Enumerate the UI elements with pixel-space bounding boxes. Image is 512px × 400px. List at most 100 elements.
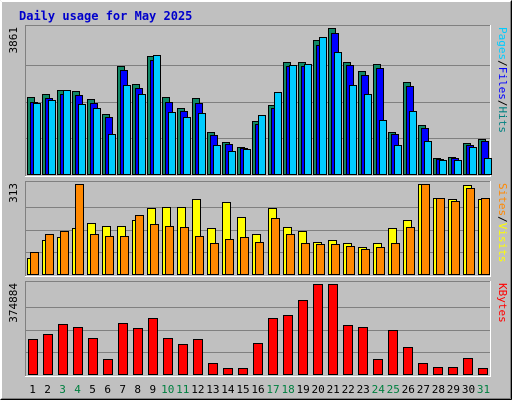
bar-sites-day-2 xyxy=(45,234,54,275)
x-tick-label-day-4: 4 xyxy=(74,383,81,396)
bar-pages-day-21 xyxy=(334,52,342,175)
bar-sites-day-28 xyxy=(436,198,445,275)
x-tick-label-day-27: 27 xyxy=(417,383,430,396)
x-tick-label-day-12: 12 xyxy=(191,383,204,396)
bar-pages-day-1 xyxy=(33,103,41,175)
bar-sites-day-19 xyxy=(301,243,310,275)
bar-pages-day-19 xyxy=(304,64,312,175)
bar-pages-day-8 xyxy=(138,94,146,175)
legend-entry-sites: Sites xyxy=(496,183,509,216)
bar-pages-day-2 xyxy=(48,100,56,175)
bar-pages-day-25 xyxy=(394,145,402,175)
bar-sites-day-15 xyxy=(240,237,249,275)
x-tick-label-day-28: 28 xyxy=(432,383,445,396)
bar-sites-day-3 xyxy=(60,231,69,275)
bar-pages-day-16 xyxy=(258,115,266,175)
bar-sites-day-7 xyxy=(120,236,129,275)
x-tick-label-day-30: 30 xyxy=(462,383,475,396)
legend-entry-files: Files xyxy=(496,67,509,100)
bar-kbytes-day-25 xyxy=(388,330,398,375)
x-tick-label-day-5: 5 xyxy=(89,383,96,396)
bar-kbytes-day-30 xyxy=(463,358,473,375)
bar-kbytes-day-1 xyxy=(28,339,38,375)
x-tick-label-day-10: 10 xyxy=(161,383,174,396)
x-tick-label-day-22: 22 xyxy=(342,383,355,396)
bar-kbytes-day-7 xyxy=(118,323,128,375)
bar-pages-day-18 xyxy=(289,65,297,175)
bar-kbytes-day-15 xyxy=(238,368,248,375)
legend-entry-pages: Pages xyxy=(496,27,509,60)
bar-sites-day-8 xyxy=(135,215,144,275)
bar-sites-day-11 xyxy=(180,227,189,275)
panel-kbytes-y-max-label: 374884 xyxy=(7,283,20,323)
bar-kbytes-day-22 xyxy=(343,325,353,375)
bar-pages-day-27 xyxy=(424,141,432,175)
bar-sites-day-29 xyxy=(451,201,460,275)
bar-sites-day-31 xyxy=(481,198,490,275)
bar-kbytes-day-29 xyxy=(448,367,458,375)
bar-pages-day-30 xyxy=(469,147,477,175)
bar-pages-day-14 xyxy=(228,151,236,175)
bar-kbytes-day-20 xyxy=(313,284,323,375)
bar-sites-day-6 xyxy=(105,236,114,275)
bar-kbytes-day-4 xyxy=(73,327,83,375)
bar-pages-day-29 xyxy=(454,160,462,175)
x-tick-label-day-16: 16 xyxy=(251,383,264,396)
x-tick-label-day-11: 11 xyxy=(176,383,189,396)
bar-sites-day-12 xyxy=(195,236,204,275)
series-kbytes xyxy=(28,284,488,375)
legend-entry-kbytes: KBytes xyxy=(496,283,509,323)
bar-pages-day-3 xyxy=(63,90,71,175)
legend-entry-visits: Visits xyxy=(496,223,509,263)
bar-kbytes-day-17 xyxy=(268,318,278,375)
bar-sites-day-25 xyxy=(391,243,400,275)
x-axis-day-labels: 1 2 3 4 5 6 7 8 9 10 11 12 13 14 15 16 17 18 19 20 21 22 23 24 2… xyxy=(29,383,490,396)
x-tick-label-day-17: 17 xyxy=(266,383,279,396)
bar-kbytes-day-21 xyxy=(328,284,338,375)
chart-title: Daily usage for May 2025 xyxy=(19,9,192,23)
bar-sites-day-4 xyxy=(75,184,84,275)
bar-pages-day-15 xyxy=(243,149,251,175)
x-tick-label-day-2: 2 xyxy=(44,383,51,396)
legend-entry-hits: Hits xyxy=(496,107,509,134)
x-tick-label-day-19: 19 xyxy=(296,383,309,396)
x-tick-label-day-6: 6 xyxy=(104,383,111,396)
bar-sites-day-9 xyxy=(150,224,159,275)
bar-pages-day-26 xyxy=(409,111,417,175)
bar-pages-day-10 xyxy=(168,112,176,175)
panel-visits: 313 Sites/Visits xyxy=(7,181,509,277)
x-tick-label-day-29: 29 xyxy=(447,383,460,396)
x-tick-label-day-25: 25 xyxy=(387,383,400,396)
bar-kbytes-day-18 xyxy=(283,315,293,375)
bar-kbytes-day-14 xyxy=(223,368,233,375)
bar-sites-day-14 xyxy=(225,239,234,275)
bar-pages-day-6 xyxy=(108,134,116,175)
chart-panels: 3861 Pages/Files/Hits 313 Sites/Visits 37488… xyxy=(7,25,509,377)
series-sites xyxy=(30,184,490,275)
bar-pages-day-22 xyxy=(349,85,357,175)
bar-pages-day-11 xyxy=(183,117,191,175)
x-tick-label-day-23: 23 xyxy=(357,383,370,396)
bar-kbytes-day-2 xyxy=(43,334,53,375)
bar-pages-day-13 xyxy=(213,145,221,175)
panel-visits-y-max-label: 313 xyxy=(7,183,20,203)
x-tick-label-day-13: 13 xyxy=(206,383,219,396)
x-tick-label-day-1: 1 xyxy=(29,383,36,396)
bar-sites-day-30 xyxy=(466,188,475,275)
bar-pages-day-9 xyxy=(153,55,161,175)
bar-pages-day-28 xyxy=(439,160,447,175)
x-tick-label-day-24: 24 xyxy=(372,383,386,396)
bar-sites-day-26 xyxy=(406,227,415,275)
bar-kbytes-day-16 xyxy=(253,343,263,375)
x-tick-label-day-20: 20 xyxy=(311,383,324,396)
bar-sites-day-21 xyxy=(331,244,340,275)
panel-visits-legend: Sites/Visits xyxy=(496,183,509,263)
bar-sites-day-18 xyxy=(286,234,295,275)
bar-kbytes-day-23 xyxy=(358,327,368,375)
x-tick-label-day-26: 26 xyxy=(402,383,415,396)
bar-kbytes-day-19 xyxy=(298,300,308,375)
bar-kbytes-day-27 xyxy=(418,363,428,375)
bar-sites-day-17 xyxy=(271,218,280,275)
panel-kbytes-legend: KBytes xyxy=(496,283,509,323)
